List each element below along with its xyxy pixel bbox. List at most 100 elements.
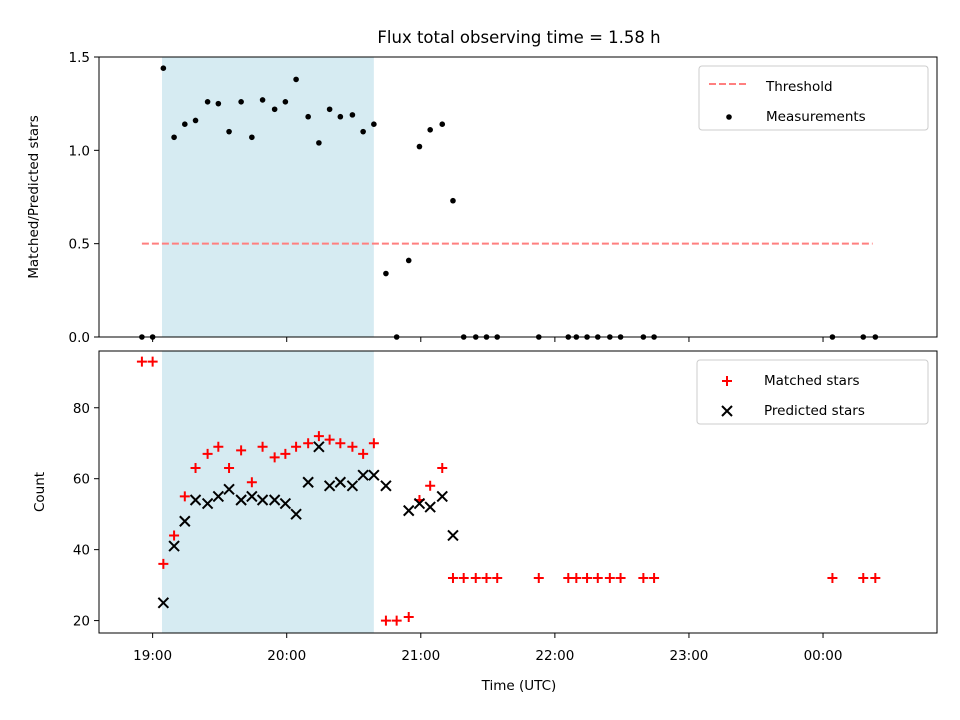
predicted-star-point <box>246 490 258 503</box>
predicted-star-point <box>201 497 214 510</box>
measurement-point <box>427 127 433 133</box>
measurement-point <box>204 99 211 105</box>
x-tick-label: 21:00 <box>401 648 440 664</box>
y-tick-label: 1.5 <box>69 50 90 66</box>
legend-label: Threshold <box>765 79 833 95</box>
legend-label: Matched stars <box>764 373 860 389</box>
predicted-star-point <box>268 494 281 506</box>
series-matched-stars <box>136 356 881 626</box>
matched-star-point <box>246 477 257 488</box>
predicted-star-point <box>235 494 247 506</box>
measurement-point <box>182 121 188 127</box>
y-axis-label: Matched/Predicted stars <box>26 115 42 278</box>
count-panel: 20 40 60 80 19:00 20:00 21:00 22:00 23:00 00:00 Co… <box>32 350 938 664</box>
y-tick-label: 40 <box>73 543 90 559</box>
measurement-point <box>293 76 299 83</box>
matched-star-point <box>202 448 213 459</box>
matched-star-point <box>481 573 492 584</box>
matched-star-point <box>213 441 224 452</box>
predicted-star-point <box>447 529 459 542</box>
matched-star-point <box>358 448 369 459</box>
measurement-point <box>192 117 199 124</box>
measurement-point <box>305 113 311 120</box>
predicted-star-point <box>290 508 302 520</box>
x-tick-label: 00:00 <box>804 648 843 664</box>
observing-window-shade <box>162 351 374 633</box>
matched-star-point <box>280 448 291 459</box>
y-tick-label: 20 <box>73 614 90 630</box>
y-tick-label: 80 <box>73 401 90 417</box>
series-measurements <box>139 65 879 340</box>
matched-star-point <box>335 438 346 449</box>
measurement-point <box>249 134 255 141</box>
x-tick-label: 19:00 <box>133 648 172 664</box>
matched-star-point <box>313 431 324 442</box>
matched-star-point <box>158 558 169 569</box>
predicted-star-point <box>403 504 415 517</box>
matched-star-point <box>147 356 158 367</box>
predicted-star-point <box>313 441 325 453</box>
matched-star-point <box>190 463 201 474</box>
y-tick-label: 0.0 <box>69 330 90 346</box>
measurement-point <box>360 128 366 135</box>
y-tick-label: 1.0 <box>69 143 90 159</box>
matched-star-point <box>638 573 649 584</box>
matched-star-point <box>858 573 869 584</box>
legend: Threshold Measurements <box>698 65 929 131</box>
matched-star-point <box>391 615 402 626</box>
matched-star-point <box>380 615 391 626</box>
matched-star-point <box>368 438 379 449</box>
measurement-point <box>160 65 167 71</box>
matched-star-point <box>870 573 881 584</box>
legend-label: Predicted stars <box>764 403 865 419</box>
predicted-star-point <box>357 469 369 481</box>
measurement-point <box>326 106 333 113</box>
measurement-point <box>450 197 456 204</box>
predicted-star-point <box>168 540 180 552</box>
measurement-point <box>282 99 289 105</box>
measurement-point <box>171 134 177 141</box>
series-predicted-stars <box>157 441 459 609</box>
predicted-star-point <box>334 476 347 488</box>
legend-measurement-swatch <box>726 114 732 120</box>
matched-star-point <box>492 573 503 584</box>
matched-star-point <box>269 452 280 463</box>
measurement-point <box>316 140 322 146</box>
x-tick-label: 20:00 <box>267 648 306 664</box>
legend-box <box>698 65 929 131</box>
y-axis-label: Count <box>32 472 48 512</box>
matched-star-point <box>403 612 414 623</box>
predicted-star-point <box>368 469 380 481</box>
predicted-star-point <box>380 480 392 492</box>
matched-star-point <box>615 573 626 584</box>
matched-star-point <box>582 573 593 584</box>
matched-star-point <box>447 573 458 584</box>
legend-box <box>696 359 929 425</box>
matched-star-point <box>827 573 838 584</box>
matched-star-point <box>604 573 615 584</box>
predicted-star-point <box>223 483 235 496</box>
legend-label: Measurements <box>766 109 866 125</box>
matched-star-point <box>592 573 603 584</box>
predicted-star-point <box>189 494 202 506</box>
measurement-point <box>371 121 377 127</box>
matched-star-point <box>169 530 180 541</box>
predicted-star-point <box>323 480 336 492</box>
observing-window-shade <box>162 57 374 337</box>
matched-star-point <box>649 573 660 584</box>
matched-star-point <box>470 573 481 584</box>
measurement-point <box>405 257 412 264</box>
matched-star-point <box>347 441 358 452</box>
chart-title: Flux total observing time = 1.58 h <box>377 28 660 47</box>
matched-star-point <box>324 434 335 445</box>
matched-star-point <box>303 438 314 449</box>
predicted-star-point <box>302 476 314 488</box>
predicted-star-point <box>279 497 292 510</box>
predicted-star-point <box>413 497 426 510</box>
legend-matched-swatch <box>722 376 732 386</box>
measurement-point <box>439 121 446 127</box>
ratio-panel: 0.0 0.5 1.0 1.5 Matched/Predicted stars Thres… <box>26 50 938 346</box>
predicted-star-point <box>424 501 436 513</box>
x-tick-label: 22:00 <box>535 648 574 664</box>
